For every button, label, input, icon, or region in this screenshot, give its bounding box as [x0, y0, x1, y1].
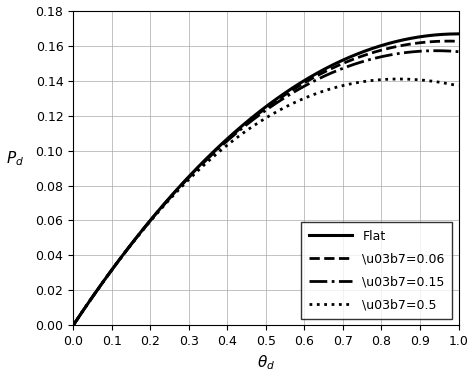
Flat: [70, 323, 76, 328]
\u03b7=0.5: [226, 141, 232, 146]
\u03b7=0.06: [226, 136, 232, 140]
\u03b7=0.06: [240, 124, 246, 129]
Flat: [335, 60, 341, 65]
\u03b7=0.15: [335, 68, 341, 73]
\u03b7=0.06: [446, 39, 452, 43]
Line: \u03b7=0.5: \u03b7=0.5: [73, 79, 458, 325]
Line: \u03b7=0.15: \u03b7=0.15: [73, 51, 458, 325]
\u03b7=0.5: [456, 84, 461, 88]
\u03b7=0.5: [335, 85, 341, 89]
Flat: [109, 267, 115, 271]
\u03b7=0.06: [371, 50, 376, 54]
\u03b7=0.5: [70, 323, 76, 328]
Flat: [371, 46, 376, 50]
\u03b7=0.06: [70, 323, 76, 328]
\u03b7=0.15: [240, 125, 246, 130]
Flat: [240, 123, 246, 127]
Line: \u03b7=0.06: \u03b7=0.06: [73, 41, 458, 325]
\u03b7=0.06: [109, 267, 115, 271]
\u03b7=0.5: [396, 77, 401, 81]
\u03b7=0.5: [109, 267, 115, 271]
\u03b7=0.15: [378, 55, 383, 59]
\u03b7=0.5: [371, 78, 376, 82]
\u03b7=0.15: [433, 48, 439, 53]
\u03b7=0.5: [240, 131, 246, 136]
Line: Flat: Flat: [73, 34, 458, 325]
\u03b7=0.06: [456, 39, 461, 43]
Flat: [226, 135, 232, 139]
\u03b7=0.15: [226, 137, 232, 142]
X-axis label: $\theta_d$: $\theta_d$: [257, 354, 275, 372]
Y-axis label: $P_d$: $P_d$: [6, 149, 24, 168]
\u03b7=0.15: [109, 267, 115, 271]
\u03b7=0.06: [335, 64, 341, 68]
\u03b7=0.15: [456, 50, 461, 54]
\u03b7=0.06: [378, 48, 383, 53]
\u03b7=0.15: [70, 323, 76, 328]
Legend: Flat, \u03b7=0.06, \u03b7=0.15, \u03b7=0.5: Flat, \u03b7=0.06, \u03b7=0.15, \u03b7=0…: [301, 222, 452, 319]
\u03b7=0.5: [378, 77, 383, 82]
\u03b7=0.15: [371, 56, 376, 61]
Flat: [456, 32, 461, 36]
Flat: [378, 43, 383, 48]
